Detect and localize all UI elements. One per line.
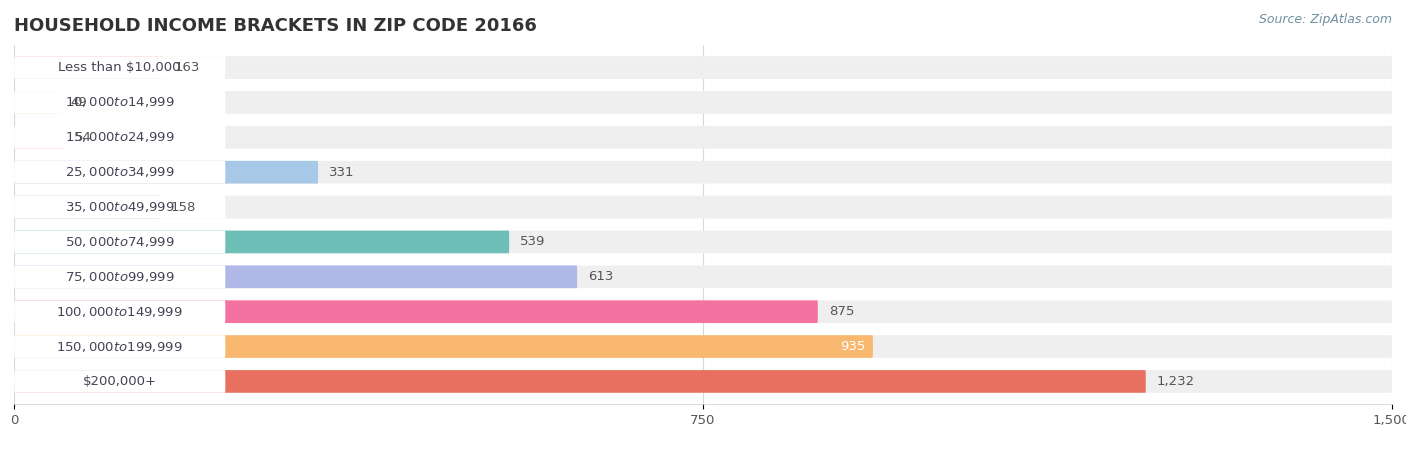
FancyBboxPatch shape	[14, 265, 225, 288]
FancyBboxPatch shape	[14, 370, 1146, 393]
FancyBboxPatch shape	[14, 161, 318, 184]
FancyBboxPatch shape	[14, 300, 818, 323]
FancyBboxPatch shape	[14, 161, 225, 184]
FancyBboxPatch shape	[14, 91, 1392, 114]
FancyBboxPatch shape	[14, 126, 1392, 149]
FancyBboxPatch shape	[14, 231, 1392, 253]
FancyBboxPatch shape	[14, 91, 59, 114]
Text: 54: 54	[75, 131, 91, 144]
Text: $35,000 to $49,999: $35,000 to $49,999	[65, 200, 174, 214]
Text: $10,000 to $14,999: $10,000 to $14,999	[65, 96, 174, 110]
Text: 1,232: 1,232	[1157, 375, 1195, 388]
Text: $50,000 to $74,999: $50,000 to $74,999	[65, 235, 174, 249]
FancyBboxPatch shape	[14, 196, 159, 218]
FancyBboxPatch shape	[14, 196, 225, 218]
Text: $200,000+: $200,000+	[83, 375, 156, 388]
FancyBboxPatch shape	[14, 335, 1392, 358]
FancyBboxPatch shape	[14, 265, 1392, 288]
Text: $75,000 to $99,999: $75,000 to $99,999	[65, 270, 174, 284]
FancyBboxPatch shape	[14, 196, 1392, 218]
Text: $100,000 to $149,999: $100,000 to $149,999	[56, 305, 183, 319]
FancyBboxPatch shape	[14, 126, 63, 149]
Text: 875: 875	[830, 305, 855, 318]
FancyBboxPatch shape	[14, 265, 576, 288]
FancyBboxPatch shape	[14, 370, 1392, 393]
FancyBboxPatch shape	[14, 335, 873, 358]
Text: 163: 163	[174, 61, 200, 74]
Text: HOUSEHOLD INCOME BRACKETS IN ZIP CODE 20166: HOUSEHOLD INCOME BRACKETS IN ZIP CODE 20…	[14, 17, 537, 35]
Text: Less than $10,000: Less than $10,000	[59, 61, 181, 74]
FancyBboxPatch shape	[14, 300, 1392, 323]
Text: $15,000 to $24,999: $15,000 to $24,999	[65, 130, 174, 144]
FancyBboxPatch shape	[14, 56, 163, 79]
Text: $25,000 to $34,999: $25,000 to $34,999	[65, 165, 174, 179]
FancyBboxPatch shape	[14, 231, 225, 253]
FancyBboxPatch shape	[14, 126, 225, 149]
FancyBboxPatch shape	[14, 161, 1392, 184]
Text: 331: 331	[329, 166, 354, 179]
FancyBboxPatch shape	[14, 231, 509, 253]
FancyBboxPatch shape	[14, 370, 225, 393]
Text: $150,000 to $199,999: $150,000 to $199,999	[56, 339, 183, 353]
Text: 935: 935	[841, 340, 866, 353]
Text: 158: 158	[170, 201, 195, 214]
Text: Source: ZipAtlas.com: Source: ZipAtlas.com	[1258, 13, 1392, 26]
FancyBboxPatch shape	[14, 56, 225, 79]
FancyBboxPatch shape	[14, 300, 225, 323]
FancyBboxPatch shape	[14, 91, 225, 114]
FancyBboxPatch shape	[14, 335, 225, 358]
Text: 49: 49	[70, 96, 87, 109]
FancyBboxPatch shape	[14, 56, 1392, 79]
Text: 539: 539	[520, 235, 546, 248]
Text: 613: 613	[588, 270, 613, 283]
